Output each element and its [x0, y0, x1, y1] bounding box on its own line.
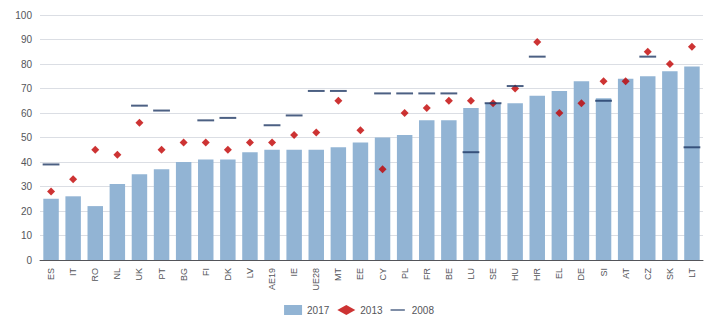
svg-text:AE19: AE19 — [267, 268, 277, 290]
svg-text:FI: FI — [201, 268, 211, 276]
svg-text:PT: PT — [157, 268, 167, 280]
svg-text:50: 50 — [21, 132, 33, 143]
svg-text:HR: HR — [532, 268, 542, 281]
svg-text:CZ: CZ — [643, 268, 653, 280]
svg-text:LT: LT — [687, 268, 697, 278]
svg-text:60: 60 — [21, 108, 33, 119]
svg-text:PL: PL — [400, 268, 410, 279]
svg-text:RO: RO — [90, 268, 100, 282]
svg-text:40: 40 — [21, 157, 33, 168]
svg-text:80: 80 — [21, 59, 33, 70]
svg-text:IE: IE — [289, 268, 299, 277]
svg-text:100: 100 — [15, 10, 32, 21]
svg-text:DE: DE — [576, 268, 586, 281]
svg-text:SK: SK — [665, 268, 675, 280]
svg-text:DK: DK — [223, 268, 233, 281]
svg-text:2013: 2013 — [360, 305, 383, 316]
svg-text:SI: SI — [599, 268, 609, 277]
svg-text:UK: UK — [134, 268, 144, 281]
svg-text:30: 30 — [21, 181, 33, 192]
svg-text:NL: NL — [112, 268, 122, 280]
svg-text:BE: BE — [444, 268, 454, 280]
svg-text:70: 70 — [21, 83, 33, 94]
svg-text:2017: 2017 — [307, 305, 330, 316]
svg-text:10: 10 — [21, 230, 33, 241]
svg-text:EE: EE — [355, 268, 365, 280]
svg-text:MT: MT — [333, 268, 343, 281]
svg-text:0: 0 — [26, 255, 32, 266]
svg-text:LV: LV — [245, 268, 255, 278]
svg-text:LU: LU — [466, 268, 476, 280]
svg-text:HU: HU — [510, 268, 520, 281]
svg-text:ES: ES — [46, 268, 56, 280]
svg-text:20: 20 — [21, 206, 33, 217]
svg-text:UE28: UE28 — [311, 268, 321, 291]
svg-text:EL: EL — [554, 268, 564, 279]
svg-text:2008: 2008 — [412, 305, 435, 316]
svg-text:CY: CY — [378, 268, 388, 281]
svg-text:90: 90 — [21, 34, 33, 45]
svg-text:FR: FR — [422, 268, 432, 280]
svg-text:SE: SE — [488, 268, 498, 280]
svg-text:AT: AT — [621, 268, 631, 279]
svg-text:IT: IT — [68, 267, 78, 276]
svg-text:BG: BG — [179, 268, 189, 281]
